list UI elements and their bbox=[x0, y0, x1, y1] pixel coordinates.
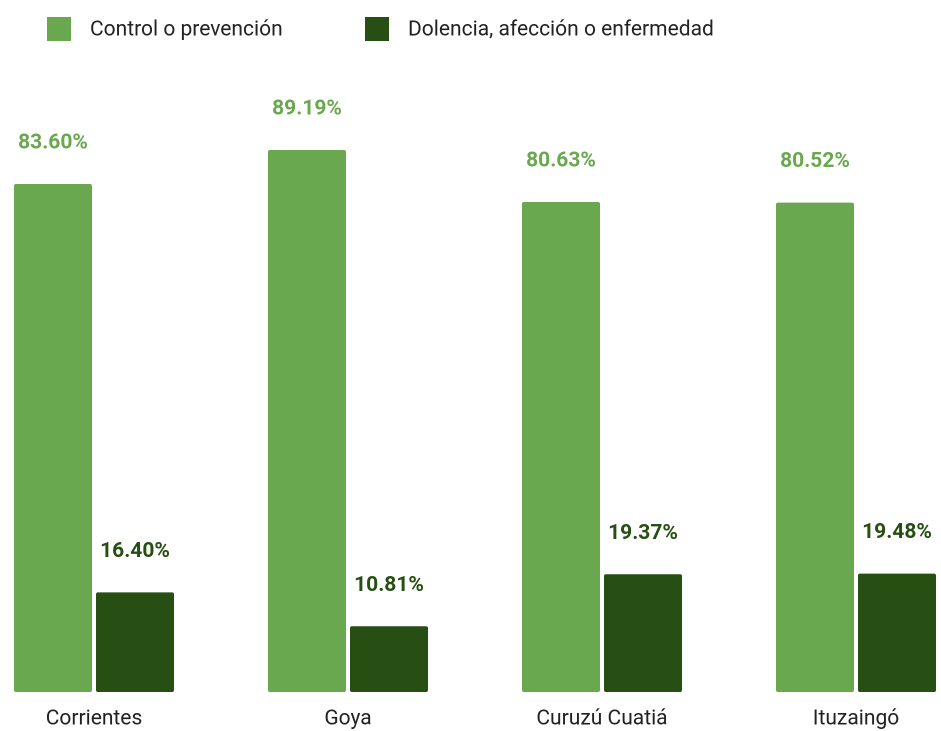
legend-swatch bbox=[47, 17, 71, 41]
value-label: 19.48% bbox=[862, 520, 932, 544]
legend-label: Dolencia, afección o enfermedad bbox=[408, 18, 714, 42]
bar bbox=[858, 573, 936, 692]
value-label: 80.52% bbox=[780, 149, 850, 173]
bar bbox=[96, 592, 174, 692]
bar bbox=[522, 202, 600, 693]
legend-label: Control o prevención bbox=[90, 18, 283, 42]
x-tick-label: Curuzú Cuatiá bbox=[536, 707, 667, 731]
x-tick-label: Ituzaingó bbox=[813, 707, 899, 731]
value-label: 16.40% bbox=[100, 539, 170, 563]
value-label: 19.37% bbox=[608, 521, 678, 545]
value-label: 10.81% bbox=[354, 573, 424, 597]
bar bbox=[14, 183, 92, 692]
value-label: 80.63% bbox=[526, 149, 596, 173]
value-label: 89.19% bbox=[272, 97, 342, 121]
bar bbox=[268, 150, 346, 692]
x-tick-label: Goya bbox=[324, 707, 371, 731]
bar bbox=[350, 626, 428, 692]
value-label: 83.60% bbox=[18, 131, 88, 155]
x-tick-label: Corrientes bbox=[46, 707, 143, 731]
bar bbox=[776, 202, 854, 693]
bar bbox=[604, 574, 682, 692]
legend-swatch bbox=[365, 17, 389, 41]
